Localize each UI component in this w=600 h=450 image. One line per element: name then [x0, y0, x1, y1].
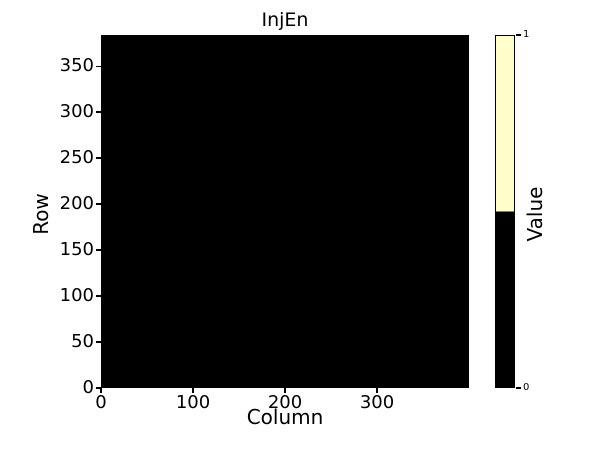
x-tick-label: 200 — [267, 392, 303, 413]
y-tick-mark — [96, 341, 101, 343]
x-tick-mark — [376, 388, 378, 393]
x-tick-label: 0 — [95, 392, 107, 413]
y-tick-label: 250 — [59, 147, 94, 169]
y-tick-mark — [96, 203, 101, 205]
colorbar-tick-mark — [516, 34, 521, 36]
x-tick-mark — [192, 388, 194, 393]
y-tick-mark — [96, 387, 101, 389]
colorbar — [495, 35, 515, 388]
colorbar-label: Value — [523, 186, 547, 242]
chart-title: InjEn — [261, 9, 309, 31]
y-tick-mark — [96, 157, 101, 159]
y-tick-label: 0 — [82, 377, 94, 398]
y-tick-mark — [96, 295, 101, 297]
x-tick-mark — [284, 388, 286, 393]
y-tick-label: 350 — [59, 55, 94, 77]
y-tick-label: 50 — [71, 331, 94, 353]
x-tick-mark — [100, 388, 102, 393]
colorbar-tick-mark — [516, 387, 521, 389]
x-tick-label: 300 — [359, 392, 395, 413]
y-tick-label: 300 — [59, 101, 94, 123]
heatmap-plot-area — [101, 35, 469, 388]
colorbar-tick-label: 0 — [523, 382, 530, 393]
y-tick-label: 200 — [59, 193, 94, 215]
y-tick-label: 100 — [59, 285, 94, 307]
y-tick-mark — [96, 111, 101, 113]
x-tick-label: 100 — [175, 392, 211, 413]
colorbar-tick-label: 1 — [523, 29, 530, 40]
y-tick-label: 150 — [59, 239, 94, 261]
y-tick-mark — [96, 65, 101, 67]
x-axis-label: Column — [246, 405, 324, 429]
y-tick-mark — [96, 249, 101, 251]
